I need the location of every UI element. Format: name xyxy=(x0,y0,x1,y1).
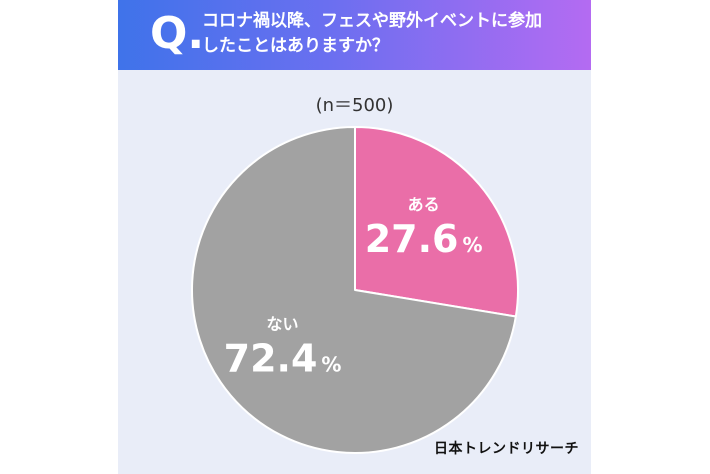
question-mark-label: Q. xyxy=(150,8,205,59)
slice-value-yes: 27.6% xyxy=(365,217,483,261)
slice-value-no: 72.4% xyxy=(224,336,342,380)
slice-value-unit-yes: % xyxy=(462,233,482,257)
slice-value-unit-no: % xyxy=(321,352,341,376)
pie-slice-yes xyxy=(354,126,519,318)
slice-value-number-no: 72.4 xyxy=(224,336,318,380)
question-line-1: コロナ禍以降、フェスや野外イベントに参加 xyxy=(202,11,542,31)
brand-logo-text: 日本トレンドリサーチ xyxy=(434,441,579,457)
question-line-2: したことはありますか？ xyxy=(202,36,389,56)
sample-size-note: (n＝500) xyxy=(315,95,394,116)
slice-label-no: ない xyxy=(267,314,299,333)
slice-value-number-yes: 27.6 xyxy=(365,217,459,261)
pie-chart: ある 27.6 % ない 72.4% xyxy=(191,126,519,454)
question-header: Q. コロナ禍以降、フェスや野外イベントに参加 したことはありますか？ xyxy=(118,0,591,70)
survey-card: Q. コロナ禍以降、フェスや野外イベントに参加 したことはありますか？ (n＝5… xyxy=(118,0,591,474)
question-text: コロナ禍以降、フェスや野外イベントに参加 したことはありますか？ xyxy=(202,9,582,59)
slice-label-yes: ある xyxy=(408,195,440,214)
pie-slice-no xyxy=(191,126,517,454)
